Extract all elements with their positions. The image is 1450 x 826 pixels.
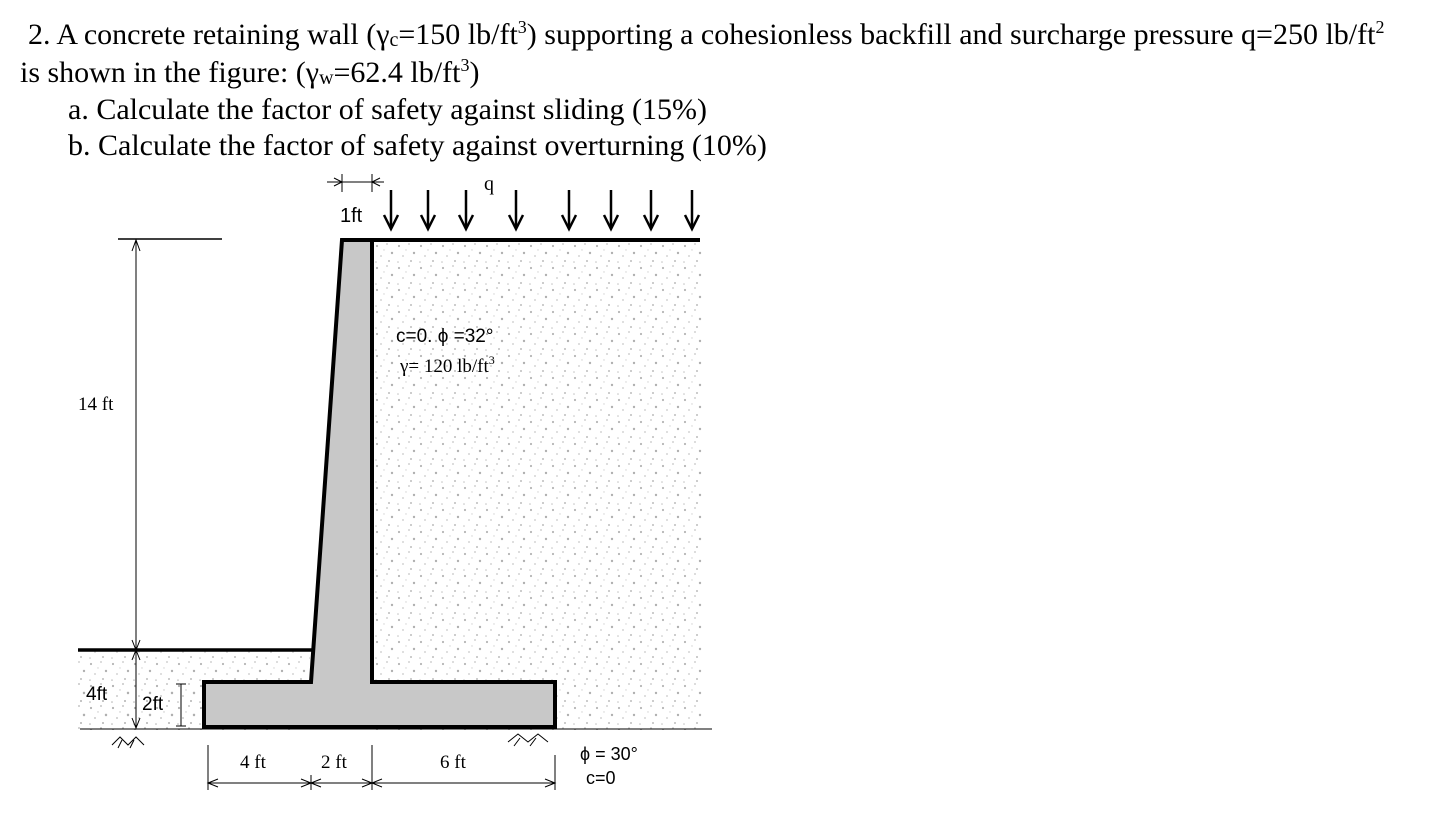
foundation-hatch-left xyxy=(111,736,145,749)
arrow-head xyxy=(131,717,141,730)
backfill-soil xyxy=(372,240,702,730)
part-b-question: b. Calculate the factor of safety agains… xyxy=(68,129,767,162)
problem-text-part: is shown in the figure: (γ xyxy=(20,56,320,89)
arrow-head xyxy=(370,177,381,187)
problem-text-part: =62.4 lb/ft xyxy=(333,56,461,89)
base-side-soil xyxy=(78,680,204,730)
heel-length-label: 6 ft xyxy=(440,752,467,773)
stem-base-width-label: 2 ft xyxy=(321,752,348,773)
problem-statement-line-2: is shown in the figure: (γw=62.4 lb/ft3) xyxy=(20,56,479,95)
gamma-c-subscript: c xyxy=(389,29,399,51)
backfill-unit-weight: γ= 120 lb/ft xyxy=(399,356,489,377)
backfill-properties-line-2: γ= 120 lb/ft3 xyxy=(399,353,495,377)
exponent: 3 xyxy=(489,353,495,367)
problem-text-part: 2. A concrete retaining wall (γ xyxy=(28,18,390,51)
backfill-properties-line-1: c=0. ϕ =32° xyxy=(396,326,493,347)
gamma-w-subscript: w xyxy=(319,67,334,89)
arrow-head xyxy=(131,648,141,661)
problem-text-part: ) supporting a cohesionless backfill and… xyxy=(526,18,1376,51)
wall-height-label: 14 ft xyxy=(78,394,114,415)
base-thickness-label: 2ft xyxy=(142,694,164,715)
problem-statement-line-1: 2. A concrete retaining wall (γc=150 lb/… xyxy=(28,18,1384,57)
exponent: 2 xyxy=(1375,17,1385,37)
part-a-question: a. Calculate the factor of safety agains… xyxy=(68,93,707,126)
surcharge-arrows xyxy=(382,190,701,232)
surcharge-label: q xyxy=(484,173,494,195)
arrow-head xyxy=(370,778,383,788)
arrow-head xyxy=(309,778,322,788)
toe-length-label: 4 ft xyxy=(240,752,267,773)
foundation-cohesion: c=0 xyxy=(586,768,616,788)
exponent: 3 xyxy=(460,55,470,75)
arrow-head xyxy=(333,177,344,187)
arrow-head xyxy=(544,778,557,788)
exponent: 3 xyxy=(517,17,527,37)
problem-text-part: ) xyxy=(469,56,480,89)
arrow-head xyxy=(206,778,219,788)
arrow-head xyxy=(131,238,141,252)
foundation-friction-angle: ϕ = 30° xyxy=(580,744,638,764)
toe-height-label: 4ft xyxy=(86,684,108,705)
foundation-hatch-right xyxy=(507,733,549,747)
stem-top-width-label: 1ft xyxy=(340,205,363,227)
retaining-wall-concrete xyxy=(202,238,557,729)
problem-text-part: =150 lb/ft xyxy=(398,18,518,51)
